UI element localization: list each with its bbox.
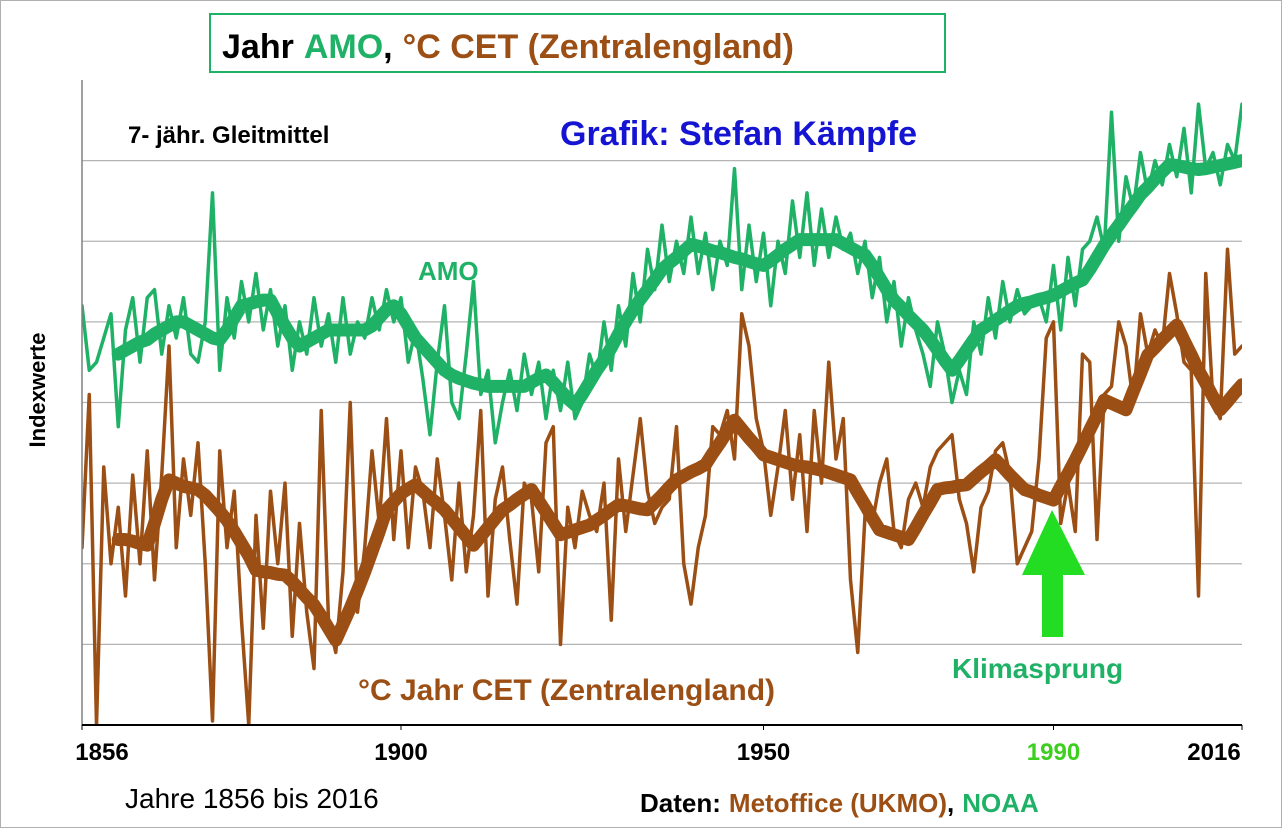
source-part: Daten: — [640, 788, 721, 818]
x-tick-label: 1950 — [737, 739, 790, 766]
annotation: °C Jahr CET (Zentralengland) — [358, 674, 775, 707]
x-tick-label: 1900 — [374, 739, 427, 766]
series-line — [111, 154, 1242, 412]
title-part: , — [383, 28, 392, 66]
annotation: Klimasprung — [952, 653, 1123, 684]
arrow — [1022, 510, 1085, 637]
y-axis-label: Indexwerte — [25, 333, 50, 448]
title-part: °C CET (Zentralengland) — [403, 28, 794, 66]
x-tick-label: 1990 — [1027, 739, 1080, 766]
source-part: NOAA — [962, 788, 1039, 818]
lines — [82, 102, 1242, 725]
title-part: AMO — [304, 28, 383, 66]
x-ticks: 1856 1900 1950 1990 2016 — [75, 725, 1243, 766]
series-line — [82, 247, 1242, 725]
source-part: , — [947, 788, 954, 818]
chart-title: Jahr AMO, °C CET (Zentralengland) — [222, 28, 794, 66]
source: Daten: Metoffice (UKMO), NOAA — [640, 788, 1039, 818]
title-part: Jahr — [222, 28, 294, 66]
x-tick-label: 1856 — [75, 739, 128, 766]
source-part: Metoffice (UKMO) — [729, 788, 947, 818]
annotation: AMO — [418, 256, 479, 286]
series-line — [111, 318, 1242, 647]
annotation: 7- jähr. Gleitmittel — [128, 122, 329, 149]
x-axis-label: Jahre 1856 bis 2016 — [125, 783, 379, 814]
x-tick-label: 2016 — [1187, 739, 1240, 766]
annotations: 7- jähr. Gleitmittel Grafik: Stefan Kämpf… — [128, 115, 1123, 707]
title-box — [209, 13, 946, 73]
annotation: Grafik: Stefan Kämpfe — [560, 115, 917, 153]
